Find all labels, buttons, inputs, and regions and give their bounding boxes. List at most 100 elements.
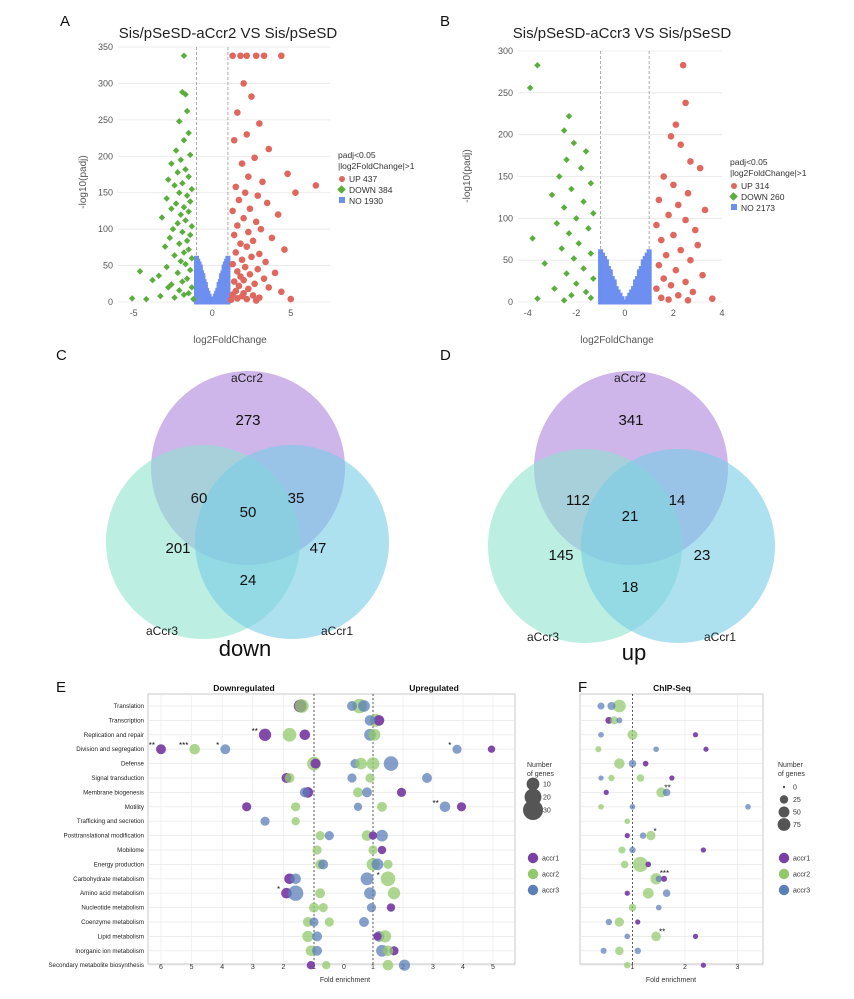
y-tick-label: 200: [498, 130, 513, 140]
point-not-significant: [607, 269, 613, 275]
point-down: [575, 240, 582, 247]
point-not-significant: [646, 272, 652, 278]
legend-no: NO 2173: [741, 203, 775, 213]
point-down: [570, 139, 578, 147]
data-point-accr2: [612, 699, 626, 713]
x-tick-label: 0: [342, 964, 346, 971]
point-down: [186, 151, 194, 159]
data-point-accr1: [396, 787, 407, 798]
y-tick-label: 150: [98, 188, 113, 198]
point-down: [551, 285, 558, 292]
point-up: [234, 295, 241, 302]
significance-mark: **: [659, 928, 665, 937]
point-up: [238, 160, 246, 167]
x-tick-label: 0: [622, 308, 627, 318]
significance-mark: **: [149, 741, 155, 750]
venn-count-accr2-accr3: 112: [566, 492, 590, 509]
data-point-accr2: [353, 787, 363, 798]
data-point-accr2: [315, 888, 326, 899]
panel-label-d: D: [440, 347, 451, 364]
point-up: [230, 231, 238, 239]
point-up: [682, 216, 689, 224]
point-not-significant: [225, 276, 231, 282]
point-down: [175, 118, 183, 125]
point-up: [252, 218, 260, 226]
data-point-accr3: [347, 773, 357, 783]
x-tick-label: 2: [281, 964, 285, 971]
data-point-accr1: [645, 861, 652, 868]
point-up: [241, 189, 249, 197]
point-down: [534, 61, 541, 69]
venn-count-only-accr3: 145: [548, 547, 573, 564]
series-legend-label: accr3: [793, 888, 810, 895]
data-point-accr2: [598, 803, 604, 810]
point-up: [232, 183, 240, 191]
point-down: [534, 295, 541, 302]
data-point-accr1: [660, 875, 668, 882]
point-up: [256, 250, 263, 258]
point-down: [175, 287, 183, 294]
data-point-accr1: [624, 832, 630, 839]
category-label: Division and segregation: [76, 746, 144, 753]
point-up: [252, 297, 260, 304]
point-up: [243, 295, 251, 303]
point-up: [667, 281, 675, 289]
point-down: [168, 205, 175, 212]
enrichment-plot-f: ChIP-Seq Fold enrichment Number of genes…: [579, 683, 810, 984]
point-down: [166, 234, 174, 242]
x-axis-label: log2FoldChange: [193, 335, 267, 346]
x-tick-label: 4: [220, 964, 224, 971]
data-point-accr3: [371, 858, 384, 871]
data-point-accr2: [382, 945, 394, 957]
point-down: [182, 217, 189, 224]
legend-title-1: padj<0.05: [730, 157, 768, 167]
category-label: Mobilome: [117, 847, 144, 854]
point-down: [541, 260, 548, 267]
point-down: [185, 129, 192, 137]
point-not-significant: [646, 266, 652, 272]
data-point-accr3: [358, 700, 370, 712]
data-point-accr1: [669, 775, 675, 781]
point-down: [180, 291, 188, 298]
point-down: [182, 260, 189, 268]
point-up: [284, 170, 291, 178]
point-up: [248, 93, 255, 100]
point-up: [287, 295, 295, 303]
point-not-significant: [613, 286, 619, 292]
point-not-significant: [609, 276, 615, 282]
venn-count-all: 50: [240, 504, 257, 521]
data-point-accr3: [347, 701, 357, 711]
point-up: [278, 52, 285, 60]
point-up: [660, 173, 668, 180]
venn-count-only-accr2: 341: [618, 412, 643, 429]
point-up: [665, 296, 672, 303]
point-down: [548, 191, 556, 199]
point-up: [691, 226, 699, 234]
panel-label-b: B: [440, 13, 450, 30]
point-down: [185, 173, 192, 180]
point-down: [157, 292, 164, 300]
point-not-significant: [646, 249, 652, 255]
size-legend-title-2: of genes: [778, 771, 805, 778]
point-not-significant: [194, 255, 200, 261]
data-point-accr3: [287, 885, 304, 901]
point-up: [243, 131, 251, 138]
point-not-significant: [646, 255, 652, 261]
data-point-accr1: [386, 903, 396, 912]
point-down: [186, 231, 194, 239]
point-down: [182, 166, 189, 173]
header-upregulated: Upregulated: [409, 683, 459, 693]
size-legend-label: 25: [793, 797, 801, 804]
point-down: [169, 225, 177, 233]
venn-count-accr3-accr1: 18: [622, 579, 639, 596]
data-point-accr2: [294, 699, 309, 713]
point-up: [696, 164, 704, 172]
data-point-accr1: [258, 728, 272, 741]
data-point-accr3: [662, 889, 671, 897]
data-point-accr1: [624, 890, 630, 896]
point-not-significant: [611, 279, 617, 285]
point-up: [660, 275, 668, 282]
point-not-significant: [200, 273, 206, 279]
point-up: [684, 189, 692, 197]
chart-title: Sis/pSeSD-aCcr3 VS Sis/pSeSD: [513, 25, 732, 42]
